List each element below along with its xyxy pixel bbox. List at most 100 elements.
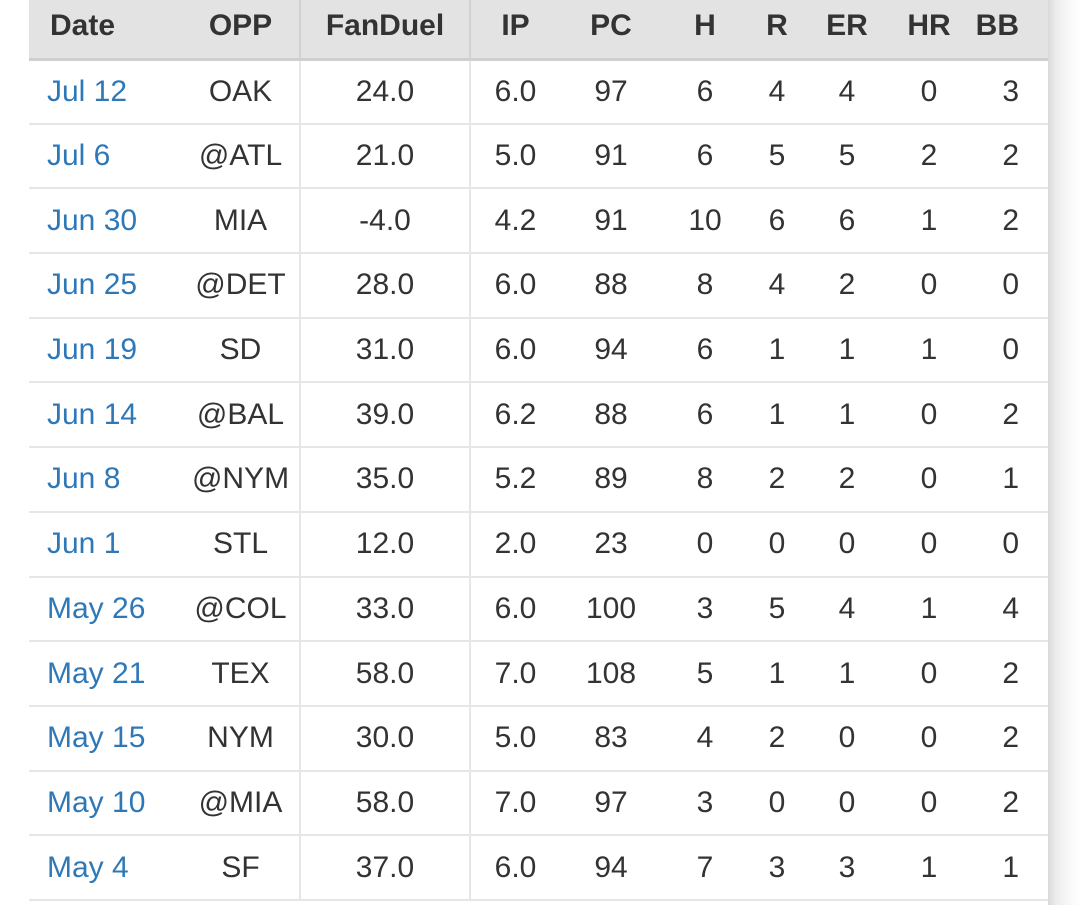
cell-pc: 88 (594, 268, 628, 302)
game-date-link[interactable]: Jun 8 (47, 462, 121, 496)
cell-pc: 97 (594, 785, 628, 819)
cell-opp: @COL (182, 576, 301, 642)
cell-er: 1 (838, 397, 856, 431)
table-row: Jun 1 STL 12.0 2.0 23 0 0 0 0 0 (29, 511, 1048, 577)
game-date-link[interactable]: May 26 (47, 591, 146, 625)
cell-h: 5 (696, 656, 714, 690)
game-date-link[interactable]: Jun 30 (47, 203, 138, 237)
game-date-link[interactable]: May 21 (47, 656, 146, 690)
table-row: Jul 6 @ATL 21.0 5.0 91 6 5 5 2 2 (29, 123, 1048, 189)
cell-h: 6 (696, 397, 714, 431)
table-row: May 26 @COL 33.0 6.0 100 3 5 4 1 4 (29, 576, 1048, 642)
cell-er: 3 (838, 850, 856, 884)
cell-fanduel: 58.0 (300, 770, 471, 836)
cell-er: 0 (838, 527, 856, 561)
table-row: May 4 SF 37.0 6.0 94 7 3 3 1 1 (29, 835, 1048, 900)
cell-fanduel: 24.0 (300, 59, 471, 124)
cell-opp: SF (182, 835, 301, 900)
cell-bb: 0 (1002, 268, 1019, 302)
cell-date: May 15 (29, 706, 182, 771)
game-date-link[interactable]: Jun 14 (47, 397, 138, 431)
cell-hr: 0 (920, 527, 938, 561)
cell-er: 4 (838, 591, 856, 625)
cell-pc: 88 (594, 397, 628, 431)
cell-er: 0 (838, 721, 856, 755)
table-header: Date OPP FanDuel IP PC H R ER HR BB (29, 0, 1048, 61)
header-fanduel[interactable]: FanDuel (300, 0, 471, 61)
header-date[interactable]: Date (29, 0, 182, 61)
cell-pc: 91 (594, 203, 628, 237)
cell-pc: 23 (594, 527, 628, 561)
header-h[interactable]: H (662, 0, 748, 61)
cell-ip: 6.2 (494, 397, 537, 431)
cell-hr: 0 (920, 785, 938, 819)
cell-pc: 91 (594, 139, 628, 173)
header-opp[interactable]: OPP (182, 0, 301, 61)
cell-ip: 5.2 (494, 462, 537, 496)
cell-fanduel: 30.0 (300, 705, 471, 771)
game-date-link[interactable]: Jun 19 (47, 333, 138, 367)
cell-date: May 10 (29, 771, 182, 836)
cell-bb: 1 (1002, 850, 1019, 884)
header-r[interactable]: R (748, 0, 806, 61)
cell-pc: 94 (594, 850, 628, 884)
cell-opp: @BAL (182, 382, 301, 448)
cell-hr: 0 (920, 74, 938, 108)
cell-hr: 1 (920, 591, 938, 625)
cell-bb: 2 (1002, 139, 1019, 173)
cell-pc: 94 (594, 333, 628, 367)
game-date-link[interactable]: May 10 (47, 785, 146, 819)
cell-bb: 2 (1002, 397, 1019, 431)
game-date-link[interactable]: Jun 1 (47, 527, 121, 561)
scroll-edge-shadow (1048, 0, 1080, 905)
game-date-link[interactable]: May 4 (47, 850, 129, 884)
header-pc[interactable]: PC (560, 0, 662, 61)
cell-h: 6 (696, 139, 714, 173)
cell-pc: 108 (585, 656, 637, 690)
header-hr[interactable]: HR (888, 0, 970, 61)
table-row: Jun 19 SD 31.0 6.0 94 6 1 1 1 0 (29, 317, 1048, 383)
cell-r: 5 (768, 591, 786, 625)
cell-date: May 21 (29, 641, 182, 706)
cell-h: 0 (696, 527, 714, 561)
header-er[interactable]: ER (806, 0, 888, 61)
cell-opp: @ATL (182, 123, 301, 189)
cell-h: 8 (696, 462, 714, 496)
cell-date: Jun 8 (29, 447, 182, 512)
cell-ip: 4.2 (494, 203, 537, 237)
table-row: Jun 25 @DET 28.0 6.0 88 8 4 2 0 0 (29, 253, 1048, 318)
game-date-link[interactable]: Jul 6 (47, 139, 111, 173)
cell-pc: 97 (594, 74, 628, 108)
cell-bb: 4 (1002, 591, 1019, 625)
table-row: Jun 8 @NYM 35.0 5.2 89 8 2 2 0 1 (29, 447, 1048, 512)
cell-er: 6 (838, 203, 856, 237)
table-row: Jun 30 MIA -4.0 4.2 91 10 6 6 1 2 (29, 188, 1048, 254)
cell-fanduel: 31.0 (300, 317, 471, 383)
game-log-table: Date OPP FanDuel IP PC H R ER HR BB Jul … (29, 0, 1048, 901)
cell-fanduel: 35.0 (300, 447, 471, 512)
cell-date: May 4 (29, 835, 182, 900)
cell-er: 2 (838, 268, 856, 302)
cell-hr: 0 (920, 721, 938, 755)
game-date-link[interactable]: Jul 12 (47, 74, 128, 108)
header-bb[interactable]: BB (970, 0, 1048, 61)
cell-er: 1 (838, 656, 856, 690)
cell-er: 1 (838, 333, 856, 367)
game-date-link[interactable]: May 15 (47, 721, 146, 755)
cell-hr: 1 (920, 850, 938, 884)
cell-h: 6 (696, 333, 714, 367)
cell-ip: 6.0 (494, 591, 537, 625)
header-ip[interactable]: IP (470, 0, 560, 61)
cell-r: 6 (768, 203, 786, 237)
cell-date: Jun 14 (29, 382, 182, 447)
cell-bb: 0 (1002, 527, 1019, 561)
cell-ip: 6.0 (494, 268, 537, 302)
cell-hr: 1 (920, 203, 938, 237)
cell-date: Jun 1 (29, 512, 182, 577)
cell-r: 5 (768, 139, 786, 173)
cell-bb: 2 (1002, 721, 1019, 755)
cell-r: 0 (768, 785, 786, 819)
cell-ip: 6.0 (494, 333, 537, 367)
game-date-link[interactable]: Jun 25 (47, 268, 138, 302)
cell-opp: TEX (182, 641, 301, 706)
